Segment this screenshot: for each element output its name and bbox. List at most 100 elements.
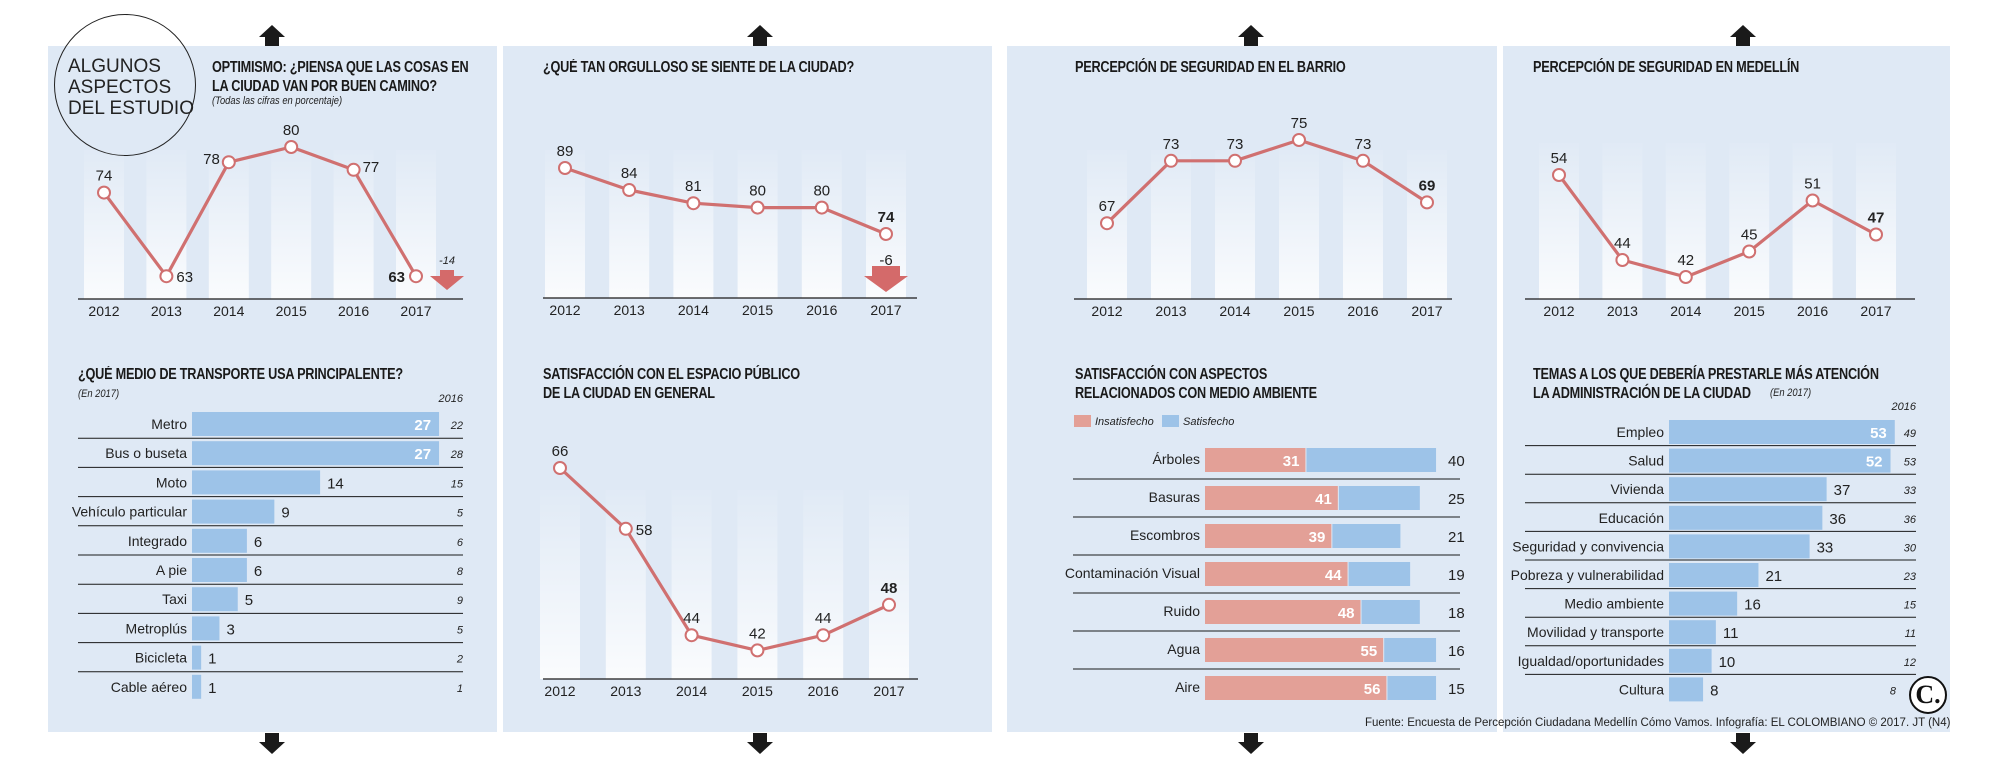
category-label: Árboles [1153,451,1200,467]
category-label: Salud [1628,453,1664,469]
prev-year-value: 1 [457,683,463,695]
bar-satisfecho [1348,562,1411,586]
bar [1669,477,1827,502]
data-point [684,628,699,643]
x-tick-label: 2012 [544,683,575,699]
data-label: 42 [749,625,766,642]
bar-insatisfecho [1205,638,1384,662]
x-tick-label: 2016 [1797,303,1828,319]
x-tick-label: 2016 [338,303,369,319]
category-label: Contaminación Visual [1065,565,1200,581]
change-label: -6 [879,252,892,269]
prev-year-value: 22 [450,420,463,432]
column-backdrop [1602,143,1643,299]
prev-year-value: 5 [457,508,464,520]
bar [1669,563,1759,587]
x-tick-label: 2012 [549,302,580,318]
data-label: 73 [1227,136,1244,153]
data-label: 74 [96,168,113,185]
bar-value: 27 [414,446,431,463]
column-backdrop [1856,143,1896,299]
x-tick-label: 2013 [151,303,182,319]
category-label: Agua [1167,641,1200,657]
data-point [1228,153,1242,168]
data-label: 84 [621,165,638,182]
series-line [564,166,887,236]
category-label: Igualdad/oportunidades [1518,653,1664,669]
data-point [1742,244,1757,259]
prev-year-value: 15 [1904,600,1917,612]
x-tick-label: 2014 [1670,303,1701,319]
column-backdrop [803,490,844,679]
x-tick-label: 2015 [742,302,773,318]
bar-value-satisfecho: 25 [1448,491,1465,508]
prev-year-value: 49 [1904,428,1916,440]
category-label: Taxi [162,591,187,607]
title-line: LA CIUDAD VAN POR BUEN CAMINO? [212,78,437,95]
prev-year-value: 8 [457,566,464,578]
title-line: ¿QUÉ TAN ORGULLOSO SE SIENTE DE LA CIUDA… [543,59,854,76]
intro-line: ASPECTOS [68,77,172,98]
prev-year-value: 36 [1904,514,1917,526]
bar-value-satisfecho: 16 [1448,643,1465,660]
bar-value: 33 [1817,539,1834,556]
title-line: LA ADMINISTRACIÓN DE LA CIUDAD [1533,385,1751,402]
bar [192,441,440,466]
x-tick-label: 2015 [1734,303,1765,319]
x-tick-label: 2015 [1283,303,1314,319]
x-tick-label: 2016 [806,302,837,318]
bar [1669,648,1712,673]
category-label: Metroplús [126,620,187,636]
bar-value: 27 [414,417,431,434]
data-point [284,140,299,154]
title-line: OPTIMISMO: ¿PIENSA QUE LAS COSAS EN [212,59,469,76]
category-label: Medio ambiente [1564,596,1664,612]
bar [1669,591,1738,616]
data-point [1615,253,1630,267]
intro-label: ALGUNOS ASPECTOS DEL ESTUDIO [68,56,194,119]
bar-value: 53 [1870,425,1887,442]
bar-value-insatisfecho: 39 [1309,529,1326,546]
prev-year-header: 2016 [438,393,464,405]
chart-subtitle-optimismo: (Todas las cifras en porcentaje) [212,95,343,107]
title-line: DE LA CIUDAD EN GENERAL [543,385,715,402]
data-label: 47 [1868,210,1885,227]
category-label: Pobreza y vulnerabilidad [1511,567,1664,583]
title-line: RELACIONADOS CON MEDIO AMBIENTE [1075,385,1317,402]
x-tick-label: 2013 [1155,303,1186,319]
data-point [1100,216,1114,231]
column-backdrop [801,150,842,298]
bar-value: 5 [245,592,253,609]
data-label: 74 [878,209,895,226]
prev-year-value: 11 [1905,628,1916,640]
chart-title-optimismo: OPTIMISMO: ¿PIENSA QUE LAS COSAS EN LA C… [212,58,469,96]
data-point [558,161,572,175]
source-footer: Fuente: Encuesta de Percepción Ciudadana… [1365,717,1951,729]
bar-satisfecho [1306,448,1437,472]
bar-value: 1 [208,680,216,697]
data-point [1805,193,1820,208]
x-tick-label: 2012 [1091,303,1122,319]
category-label: Moto [156,474,187,490]
column-backdrop [1279,150,1319,299]
x-tick-label: 2017 [1411,303,1442,319]
column-backdrop [1729,143,1770,299]
bar-satisfecho [1384,638,1437,662]
chart-title-temas: TEMAS A LOS QUE DEBERÍA PRESTARLE MÁS AT… [1533,365,1879,403]
data-point [686,196,701,211]
data-point [816,628,831,643]
data-point [1869,227,1883,242]
chart-title-seguridad-barrio: PERCEPCIÓN DE SEGURIDAD EN EL BARRIO [1075,58,1346,77]
bar-value: 6 [254,534,262,551]
x-tick-label: 2017 [1860,303,1891,319]
bar [192,558,247,582]
bar-value-satisfecho: 19 [1448,567,1465,584]
title-line: ¿QUÉ MEDIO DE TRANSPORTE USA PRINCIPALEN… [78,366,403,383]
data-label: 44 [815,610,832,627]
data-label: 73 [1163,136,1180,153]
data-point [879,227,893,241]
x-tick-label: 2014 [678,302,709,318]
x-tick-label: 2014 [213,303,244,319]
category-label: Seguridad y convivencia [1512,538,1664,554]
bar [192,499,275,524]
